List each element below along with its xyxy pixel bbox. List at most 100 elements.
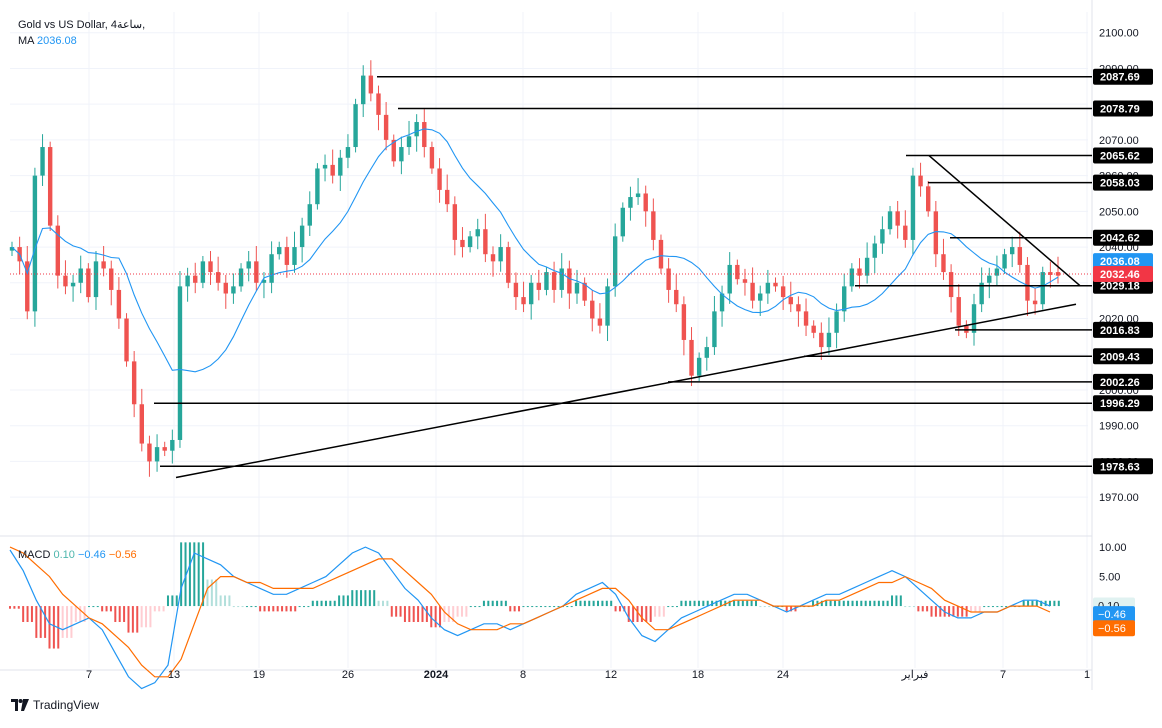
macd-hist-neg — [70, 606, 73, 638]
macd-hist-value: 0.10 — [53, 549, 75, 561]
macd-hist-pos — [1000, 606, 1003, 608]
macd-hist-pos — [684, 600, 687, 607]
candle-down — [383, 114, 389, 140]
macd-hist-neg — [22, 606, 25, 622]
x-tick-label: 26 — [342, 669, 354, 681]
ma-label: MA — [18, 35, 34, 47]
candle-up — [528, 282, 534, 305]
candle-up — [338, 157, 343, 176]
level-tag: 1996.29 — [1100, 398, 1140, 410]
macd-hist-pos — [487, 600, 490, 607]
macd-hist-pos — [557, 606, 560, 608]
macd-hist-pos — [750, 600, 753, 607]
macd-pane — [9, 542, 1060, 690]
candle-up — [269, 254, 274, 283]
macd-hist-pos — [224, 595, 227, 607]
macd-hist-neg — [952, 606, 955, 617]
macd-hist-neg — [9, 606, 11, 609]
macd-hist-pos — [298, 606, 301, 608]
candle-up — [170, 439, 175, 451]
macd-hist-neg — [127, 606, 130, 633]
macd-hist-neg — [412, 606, 415, 622]
tradingview-logo[interactable]: TradingView — [11, 698, 99, 712]
macd-hist-pos — [671, 606, 674, 608]
candle-down — [131, 361, 137, 405]
macd-hist-pos — [877, 600, 880, 607]
candle-down — [811, 325, 816, 333]
macd-hist-pos — [724, 600, 727, 607]
macd-hist-pos — [1044, 600, 1047, 607]
candle-down — [956, 297, 961, 326]
candle-down — [674, 289, 679, 305]
candle-up — [704, 347, 709, 358]
macd-hist-pos — [667, 606, 670, 608]
candle-up — [406, 136, 412, 148]
x-tick-label: 24 — [777, 669, 789, 681]
candle-up — [185, 275, 190, 287]
macd-signal-tag-bg — [1093, 620, 1135, 637]
candle-up — [32, 175, 38, 312]
level-tag-bg — [1093, 321, 1153, 338]
macd-label: MACD — [18, 549, 51, 561]
macd-hist-pos — [311, 600, 314, 607]
candle-up — [987, 275, 992, 283]
macd-tick-label: 5.00 — [1099, 572, 1120, 584]
macd-hist-pos — [188, 542, 191, 607]
candle-up — [849, 268, 855, 287]
macd-hist-pos — [759, 606, 762, 608]
macd-hist-pos — [864, 600, 867, 607]
candle-up — [559, 268, 564, 290]
ma-path — [11, 128, 1059, 373]
macd-hist-pos — [386, 600, 389, 607]
macd-tick-label: 10.00 — [1099, 542, 1127, 554]
macd-hist-pos — [908, 606, 911, 608]
macd-hist-pos — [316, 600, 319, 607]
macd-hist-pos — [364, 590, 367, 607]
ma-price-tag: 2036.08 — [1100, 256, 1140, 268]
x-tick-label: 1 — [1084, 669, 1090, 681]
level-tag-bg — [1093, 100, 1153, 117]
macd-hist-pos — [1053, 600, 1056, 607]
y-tick-label: 2050.00 — [1099, 206, 1139, 218]
candle-up — [70, 282, 76, 287]
macd-hist-pos — [904, 606, 907, 608]
macd-hist-pos — [496, 600, 499, 607]
candle-up — [9, 247, 15, 251]
x-tick-label: 13 — [168, 669, 180, 681]
candle-up — [154, 447, 160, 462]
ma-header: MA 2036.08 — [18, 35, 77, 47]
macd-hist-neg — [452, 606, 455, 622]
candle-up — [40, 147, 45, 176]
candle-down — [658, 239, 664, 269]
candle-down — [86, 268, 91, 298]
candle-down — [429, 147, 435, 169]
candle-down — [796, 304, 801, 312]
macd-hist-neg — [272, 606, 275, 612]
level-tag-bg — [1093, 458, 1153, 475]
macd-hist-pos — [873, 600, 876, 607]
candle-down — [330, 164, 335, 176]
macd-hist-neg — [105, 606, 108, 612]
macd-hist-neg — [52, 606, 55, 649]
macd-hist-neg — [961, 606, 964, 617]
macd-hist-neg — [158, 606, 161, 612]
macd-hist-pos — [912, 606, 915, 608]
macd-hist-pos — [820, 600, 823, 607]
macd-hist-neg — [281, 606, 284, 612]
current-price-tag: 2032.46 — [1100, 269, 1140, 281]
macd-hist-pos — [768, 606, 771, 608]
macd-hist-pos — [838, 600, 841, 607]
candle-down — [582, 282, 587, 301]
macd-hist-neg — [13, 606, 16, 609]
candle-up — [238, 268, 244, 287]
macd-hist-neg — [289, 606, 292, 612]
macd-hist-pos — [689, 600, 692, 607]
macd-line-tag: −0.46 — [1098, 609, 1126, 621]
candle-down — [208, 261, 213, 273]
macd-hist-pos — [899, 595, 902, 607]
candle-down — [109, 268, 114, 290]
macd-hist-pos — [342, 595, 345, 607]
macd-hist-neg — [417, 606, 420, 622]
x-tick-label: 7 — [86, 669, 92, 681]
